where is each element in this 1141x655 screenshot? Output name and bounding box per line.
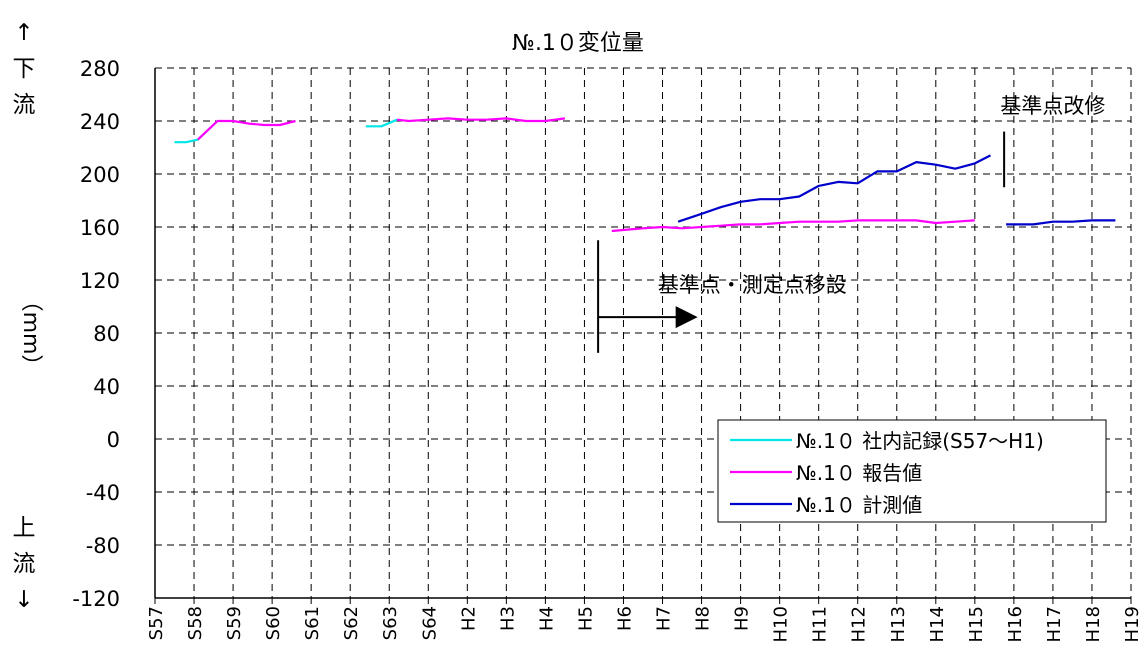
series-line [197,119,296,141]
axes: 280 240 200 160 120 80 40 0 -40 -80 -120 S57 S58 S59 S… [72,57,1141,642]
y-top-label-char: 下 [13,56,36,82]
x-tick-label: H9 [732,606,753,631]
x-tick-label: H18 [1083,606,1104,642]
x-tick-label: H3 [497,606,518,631]
x-tick-label: H16 [1005,606,1026,642]
x-tick-label: H2 [458,606,479,631]
y-tick-label: 40 [93,375,120,399]
legend-label: №.1０ 報告値 [796,461,922,485]
series-line [677,154,991,223]
y-tick-label: -40 [86,481,120,505]
repair-annotation: 基準点改修 [1000,94,1105,118]
x-tick-label: H10 [771,606,792,642]
series-lines [174,117,1116,233]
x-tick-label: S62 [341,606,362,640]
y-tick-label: 0 [107,428,120,452]
x-tick-label: S64 [419,606,440,640]
annotations: 基準点・測定点移設 基準点改修 [597,94,1105,353]
y-tick-label: 80 [93,322,120,346]
x-tick-label: S60 [263,606,284,640]
y-tick-label: 280 [80,57,120,81]
x-tick-label: H12 [849,606,870,642]
y-axis-label: （mm） [18,290,43,377]
x-tick-label: S57 [146,606,167,640]
x-tick-label: H19 [1122,606,1141,642]
x-tick-label: H7 [654,606,675,631]
relocation-annotation: 基準点・測定点移設 [658,273,847,297]
series-line [365,118,398,128]
x-tick-label: H15 [966,606,987,642]
y-tick-label: 200 [80,163,120,187]
legend-label: №.1０ 社内記録(S57～H1) [796,429,1044,453]
x-tick-label: H11 [810,606,831,642]
relocation-arrow-head [675,306,698,329]
y-tick-label: -120 [72,587,120,611]
y-tick-label: 160 [80,216,120,240]
x-tick-label: H4 [536,606,557,631]
y-tick-label: 120 [80,269,120,293]
x-tick-label: S61 [302,606,323,640]
y-tick-label: -80 [86,534,120,558]
legend: №.1０ 社内記録(S57～H1) №.1０ 報告値 №.1０ 計測値 [717,419,1107,523]
x-tick-label: H8 [693,606,714,631]
series-line [1006,219,1116,226]
x-tick-label: H17 [1044,606,1065,642]
chart-title: №.1０変位量 [512,31,644,56]
y-bottom-label-char: 上 [13,515,36,541]
legend-label: №.1０ 計測値 [796,493,922,517]
x-tick-label: S59 [224,606,245,640]
x-tick-label: H13 [888,606,909,642]
y-bottom-label-char: 流 [13,551,36,577]
series-line [396,117,566,123]
y-top-label-char: 流 [13,92,36,118]
x-tick-label: H5 [575,606,596,631]
x-tick-label: H14 [927,606,948,642]
x-tick-label: S63 [380,606,401,640]
series-line [611,219,975,233]
y-top-label-char: ↑ [14,20,33,46]
series-line [174,120,219,144]
y-bottom-label-char: ↓ [14,587,33,613]
grid [155,67,1132,598]
x-tick-label: H6 [614,606,635,631]
y-tick-label: 240 [80,110,120,134]
x-tick-label: S58 [185,606,206,640]
